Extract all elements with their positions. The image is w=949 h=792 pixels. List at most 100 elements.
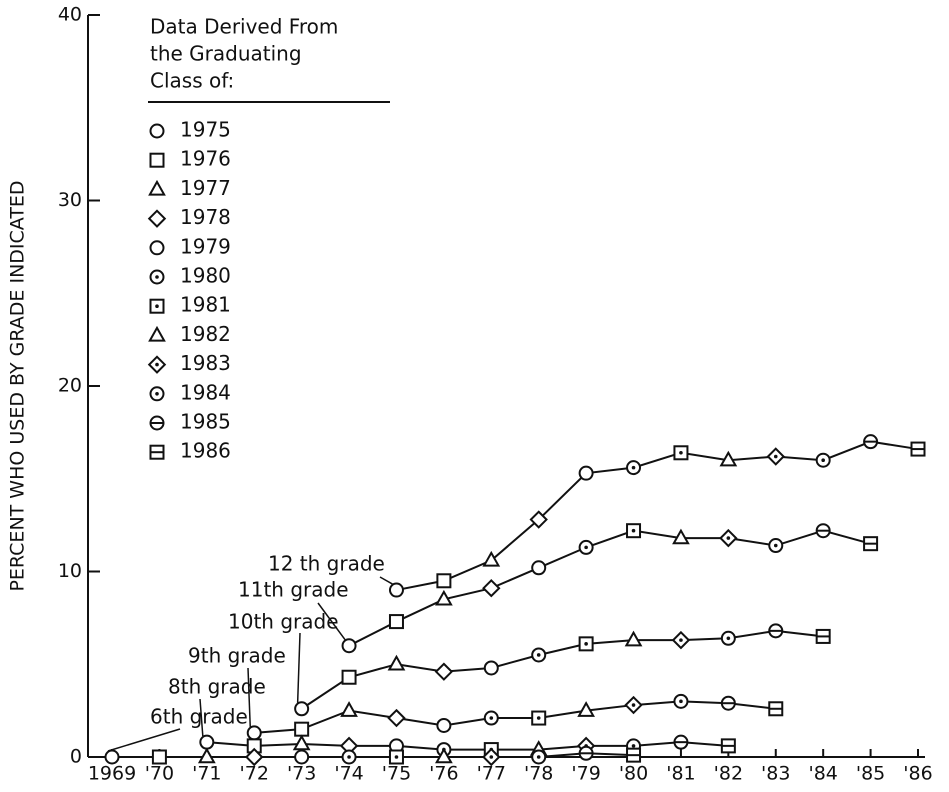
marker-shape <box>148 179 166 196</box>
x-tick-label: '76 <box>429 763 458 785</box>
y-tick-label: 0 <box>70 746 82 768</box>
marker-shape <box>245 747 264 767</box>
legend-label: 1975 <box>180 118 231 142</box>
marker <box>577 701 595 717</box>
x-tick-label: '70 <box>145 763 174 785</box>
marker-dot <box>726 536 731 540</box>
marker <box>815 628 831 644</box>
marker <box>768 623 784 639</box>
label-leader <box>296 632 301 703</box>
marker <box>341 669 357 685</box>
marker <box>292 734 311 751</box>
legend-label: 1980 <box>180 264 231 288</box>
marker <box>671 630 691 650</box>
marker <box>529 510 548 529</box>
marker-shape <box>199 734 215 750</box>
series-label: 8th grade <box>168 675 266 699</box>
marker-dot <box>489 755 494 759</box>
marker <box>910 441 926 457</box>
marker-shape <box>341 669 357 685</box>
legend-label: 1985 <box>180 410 231 434</box>
marker <box>673 445 689 461</box>
series-label: 9th grade <box>188 644 286 668</box>
marker-dot <box>631 465 636 470</box>
marker <box>199 734 215 750</box>
marker-shape <box>434 662 454 681</box>
series-line <box>348 529 871 647</box>
marker-dot <box>584 642 588 646</box>
marker-dot <box>679 450 683 455</box>
marker <box>673 693 689 709</box>
series-line <box>112 752 634 758</box>
x-tick-label: '83 <box>761 763 790 785</box>
marker <box>578 636 594 652</box>
marker-shape <box>388 614 404 630</box>
legend-title: the Graduating <box>150 42 302 66</box>
x-tick-label: '74 <box>334 763 363 785</box>
legend-label: 1984 <box>180 380 231 404</box>
marker-dot <box>155 362 159 367</box>
marker-shape <box>197 747 216 764</box>
marker-shape <box>387 708 406 728</box>
marker-shape <box>435 747 453 764</box>
x-tick-label: '78 <box>524 763 553 785</box>
marker-shape <box>294 721 310 737</box>
marker <box>147 355 167 374</box>
marker-shape <box>435 589 453 606</box>
marker <box>863 536 879 552</box>
marker <box>624 630 643 647</box>
x-tick-label: '73 <box>287 763 316 785</box>
x-tick-label: '72 <box>240 763 269 785</box>
marker-shape <box>341 638 357 654</box>
marker <box>388 582 404 598</box>
marker <box>626 747 642 763</box>
marker-shape <box>151 749 167 765</box>
marker <box>340 701 358 717</box>
y-tick-label: 40 <box>58 4 82 26</box>
series-line <box>301 629 824 710</box>
marker <box>531 710 547 726</box>
marker <box>149 415 165 431</box>
marker <box>149 152 165 168</box>
marker <box>148 179 166 196</box>
marker-dot <box>394 755 399 759</box>
legend-label: 1986 <box>180 439 231 463</box>
marker <box>294 701 310 717</box>
marker <box>766 447 785 466</box>
marker-shape <box>436 717 452 733</box>
marker-shape <box>149 240 165 256</box>
x-tick-label: '71 <box>192 763 221 785</box>
marker <box>435 589 453 606</box>
marker-shape <box>482 578 501 598</box>
legend-label: 1976 <box>180 147 231 171</box>
marker-shape <box>529 510 548 529</box>
marker-dot <box>679 638 683 642</box>
marker <box>149 269 165 285</box>
marker <box>482 550 501 567</box>
marker-shape <box>292 734 311 751</box>
marker-shape <box>436 573 452 589</box>
marker-shape <box>246 725 262 741</box>
marker-shape <box>104 749 120 765</box>
marker <box>388 614 404 630</box>
marker <box>720 738 736 754</box>
marker <box>482 578 501 598</box>
marker <box>483 660 499 676</box>
marker <box>246 725 262 741</box>
marker <box>149 444 165 460</box>
x-tick-label: '86 <box>903 763 932 785</box>
marker <box>626 523 642 539</box>
marker-shape <box>147 209 167 228</box>
series-label: 10th grade <box>228 610 339 634</box>
marker <box>720 695 736 711</box>
x-tick-label: '84 <box>808 763 837 785</box>
marker-dot <box>773 454 778 459</box>
marker-dot <box>821 458 825 463</box>
series-label: 12 th grade <box>268 552 385 576</box>
marker <box>104 749 120 765</box>
marker <box>341 638 357 654</box>
marker-dot <box>155 392 159 396</box>
marker-dot <box>631 528 636 533</box>
marker <box>436 573 452 589</box>
